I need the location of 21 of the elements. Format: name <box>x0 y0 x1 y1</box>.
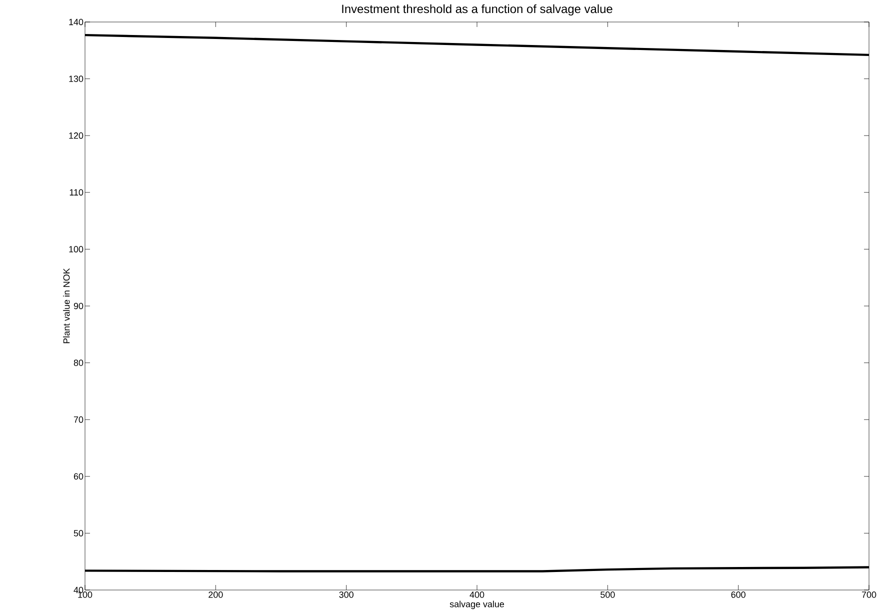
x-tick-label: 600 <box>731 592 746 598</box>
x-tick-label: 100 <box>78 592 92 598</box>
x-axis-title: salvage value <box>450 600 504 610</box>
chart-title: Investment threshold as a function of salvage value <box>342 4 612 16</box>
y-tick-label: 110 <box>70 189 84 196</box>
y-tick-label: 80 <box>74 360 84 366</box>
x-tick-label: 400 <box>470 592 484 598</box>
y-tick-label: 100 <box>69 246 84 252</box>
x-tick-label: 500 <box>600 592 615 598</box>
x-tick-label: 700 <box>862 592 876 598</box>
x-tick-label: 200 <box>208 592 223 598</box>
x-tick-label: 300 <box>339 592 354 598</box>
y-tick-label: 90 <box>74 302 84 310</box>
y-axis-title: Plant value in NOK <box>63 268 70 344</box>
y-tick-label: 140 <box>69 18 84 26</box>
y-tick-label: 50 <box>74 530 84 536</box>
y-tick-label: 130 <box>69 76 84 82</box>
y-tick-label: 70 <box>74 416 84 423</box>
y-tick-label: 60 <box>74 473 84 480</box>
y-tick-label: 40 <box>74 586 84 594</box>
y-tick-label: 120 <box>69 132 84 139</box>
